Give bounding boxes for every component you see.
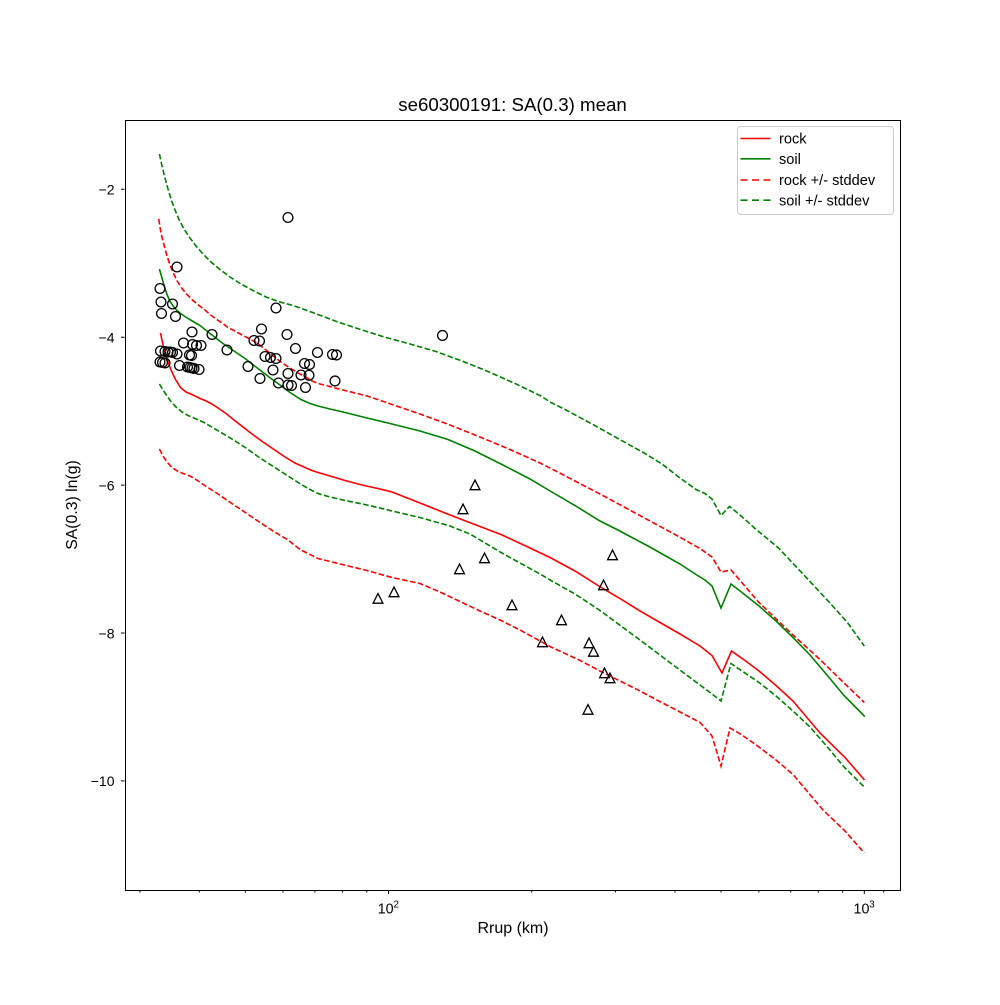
svg-text:−10: −10 — [91, 773, 115, 789]
svg-text:soil: soil — [779, 152, 801, 168]
svg-text:soil +/- stddev: soil +/- stddev — [779, 193, 870, 209]
svg-text:2: 2 — [394, 900, 399, 911]
svg-text:−2: −2 — [99, 182, 115, 198]
svg-text:SA(0.3) ln(g): SA(0.3) ln(g) — [64, 460, 81, 550]
svg-text:Rrup (km): Rrup (km) — [477, 920, 548, 937]
svg-text:3: 3 — [869, 900, 875, 911]
svg-text:rock: rock — [779, 132, 807, 148]
svg-text:10: 10 — [378, 902, 394, 918]
svg-text:−4: −4 — [99, 330, 115, 346]
svg-text:rock +/- stddev: rock +/- stddev — [779, 173, 876, 189]
svg-text:−6: −6 — [99, 477, 115, 493]
svg-text:se60300191: SA(0.3) mean: se60300191: SA(0.3) mean — [398, 94, 627, 115]
svg-text:10: 10 — [854, 902, 870, 918]
svg-text:−8: −8 — [99, 625, 115, 641]
